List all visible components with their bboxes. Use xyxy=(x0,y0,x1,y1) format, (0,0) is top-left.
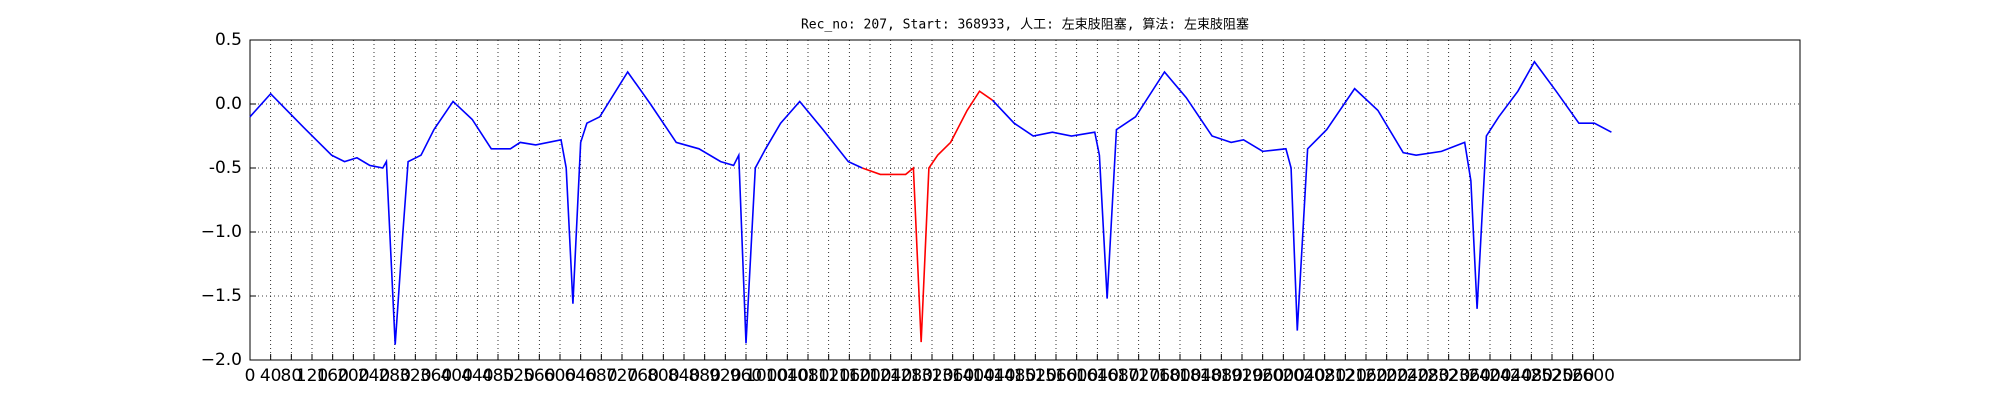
x-tick-label: 1160 xyxy=(828,366,871,386)
x-tick-label: 2160 xyxy=(1344,366,1387,386)
x-tick-label: 1880 xyxy=(1200,366,1243,386)
x-tick-label: 40 xyxy=(260,366,282,386)
x-tick-label: 2600 xyxy=(1572,366,1615,386)
y-tick-label: −1.0 xyxy=(201,222,242,242)
x-tick-label: 1680 xyxy=(1096,366,1139,386)
x-tick-label: 1640 xyxy=(1076,366,1119,386)
x-tick-label: 0 xyxy=(245,366,256,386)
x-tick-label: 960 xyxy=(730,366,762,386)
x-tick-label: 1520 xyxy=(1014,366,1057,386)
x-tick-label: 800 xyxy=(647,366,679,386)
x-tick-label: 1440 xyxy=(972,366,1015,386)
x-tick-label: 2400 xyxy=(1468,366,1511,386)
y-tick-label: -0.5 xyxy=(209,158,242,178)
ecg-line xyxy=(861,90,993,343)
y-tick-label: −1.5 xyxy=(201,286,242,306)
x-tick-label: 1120 xyxy=(807,366,850,386)
x-tick-label: 480 xyxy=(482,366,514,386)
x-tick-label: 2000 xyxy=(1262,366,1305,386)
x-tick-label: 1040 xyxy=(766,366,809,386)
x-tick-label: 920 xyxy=(709,366,741,386)
x-tick-label: 120 xyxy=(296,366,328,386)
x-tick-label: 2080 xyxy=(1303,366,1346,386)
x-tick-label: 2440 xyxy=(1489,366,1532,386)
x-tick-label: 1280 xyxy=(890,366,933,386)
x-tick-label: 1360 xyxy=(931,366,974,386)
x-tick-label: 560 xyxy=(523,366,555,386)
x-tick-label: 200 xyxy=(337,366,369,386)
x-tick-label: 1920 xyxy=(1220,366,1263,386)
x-tick-label: 1960 xyxy=(1241,366,1284,386)
x-tick-label: 280 xyxy=(378,366,410,386)
x-tick-label: 1080 xyxy=(786,366,829,386)
x-tick-label: 2120 xyxy=(1324,366,1367,386)
x-tick-label: 320 xyxy=(399,366,431,386)
x-tick-label: 2240 xyxy=(1386,366,1429,386)
x-tick-label: 400 xyxy=(440,366,472,386)
x-tick-label: 1400 xyxy=(952,366,995,386)
x-tick-label: 440 xyxy=(461,366,493,386)
x-tick-label: 640 xyxy=(564,366,596,386)
chart-title: Rec_no: 207, Start: 368933, 人工: 左束肢阻塞, 算… xyxy=(801,17,1249,33)
x-tick-label: 1840 xyxy=(1179,366,1222,386)
x-tick-label: 2360 xyxy=(1448,366,1491,386)
x-tick-label: 80 xyxy=(281,366,303,386)
x-tick-label: 2200 xyxy=(1365,366,1408,386)
y-tick-label: 0.5 xyxy=(215,30,242,50)
x-tick-label: 2320 xyxy=(1427,366,1470,386)
y-tick-label: 0.0 xyxy=(215,94,242,114)
x-tick-label: 1600 xyxy=(1055,366,1098,386)
x-tick-label: 240 xyxy=(358,366,390,386)
x-tick-label: 680 xyxy=(585,366,617,386)
x-tick-label: 2560 xyxy=(1551,366,1594,386)
y-tick-label: −2.0 xyxy=(201,350,242,370)
x-tick-label: 840 xyxy=(668,366,700,386)
x-tick-label: 520 xyxy=(502,366,534,386)
plot-frame xyxy=(249,39,1801,361)
x-tick-label: 1800 xyxy=(1158,366,1201,386)
x-tick-label: 1320 xyxy=(910,366,953,386)
x-tick-label: 720 xyxy=(606,366,638,386)
x-tick-label: 1760 xyxy=(1138,366,1181,386)
ecg-line xyxy=(249,60,1612,345)
x-tick-label: 2040 xyxy=(1282,366,1325,386)
x-tick-label: 600 xyxy=(544,366,576,386)
x-tick-label: 880 xyxy=(688,366,720,386)
x-tick-label: 1560 xyxy=(1034,366,1077,386)
x-tick-label: 2520 xyxy=(1530,366,1573,386)
x-tick-label: 360 xyxy=(420,366,452,386)
x-tick-label: 760 xyxy=(626,366,658,386)
x-tick-label: 2480 xyxy=(1510,366,1553,386)
x-tick-label: 1000 xyxy=(745,366,788,386)
x-tick-label: 160 xyxy=(316,366,348,386)
x-tick-label: 1240 xyxy=(869,366,912,386)
x-tick-label: 2280 xyxy=(1406,366,1449,386)
x-tick-label: 1200 xyxy=(848,366,891,386)
x-tick-label: 1720 xyxy=(1117,366,1160,386)
x-tick-label: 1480 xyxy=(993,366,1036,386)
